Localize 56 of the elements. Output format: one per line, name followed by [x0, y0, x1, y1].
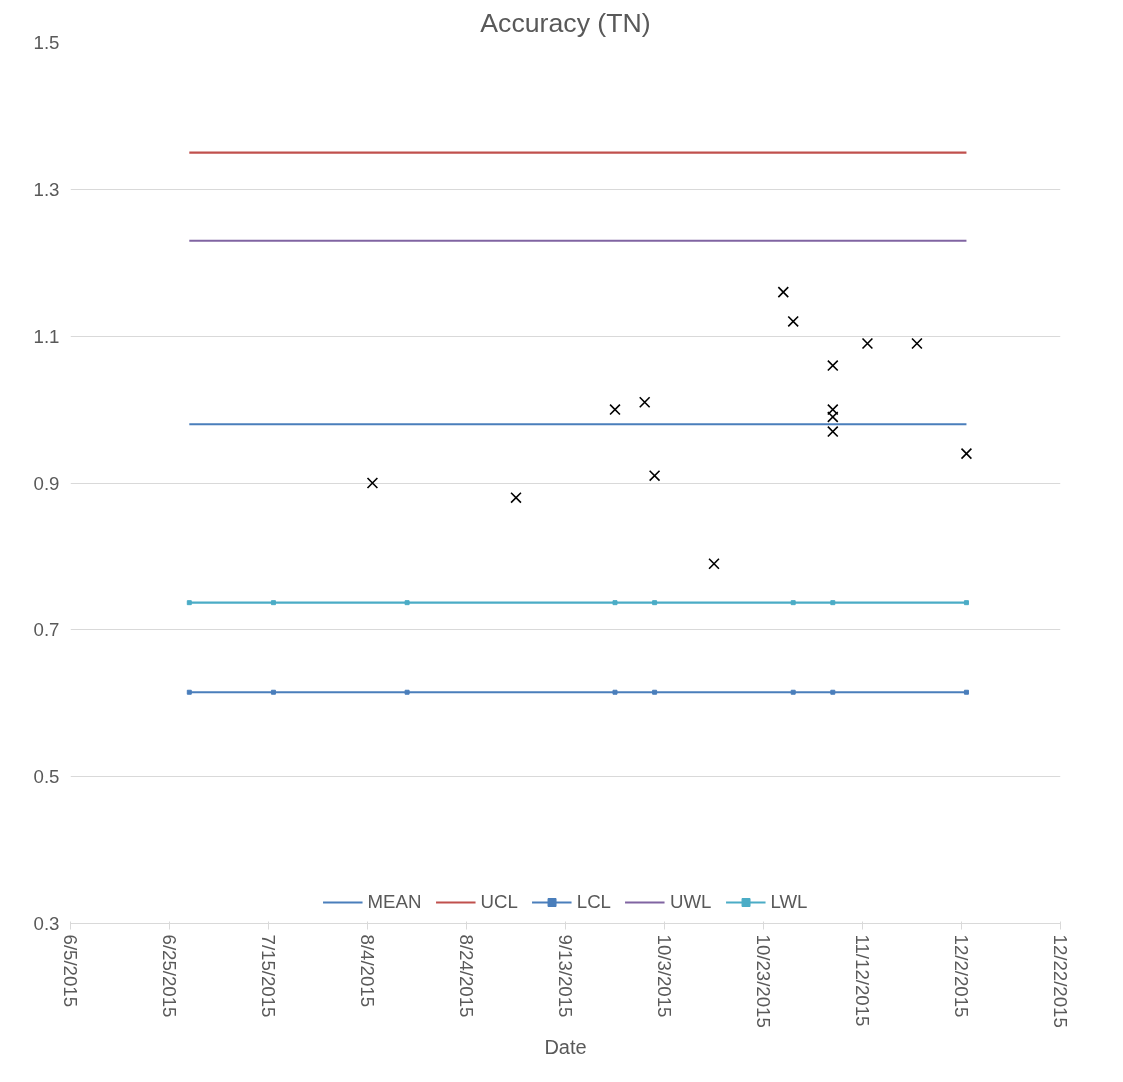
point [609, 403, 621, 416]
point [963, 600, 969, 606]
x-axis-title: Date [544, 1035, 587, 1058]
point [827, 425, 839, 438]
x-tick-label: 12/22/2015 [1050, 934, 1071, 1028]
point [186, 689, 192, 695]
x-tick-label: 6/5/2015 [60, 934, 81, 1008]
point [911, 337, 923, 350]
point [612, 600, 618, 606]
y-tick-label: 0.5 [33, 766, 60, 788]
x-tick-label: 7/15/2015 [258, 934, 279, 1018]
x-tick-label: 11/12/2015 [852, 934, 873, 1027]
point [827, 411, 839, 423]
y-tick-label: 0.9 [33, 472, 60, 494]
point [830, 600, 836, 606]
x-tick-label: 10/3/2015 [654, 934, 675, 1018]
point [404, 600, 410, 606]
x-tick-label: 6/25/2015 [159, 934, 180, 1018]
x-tick-label: 8/24/2015 [456, 934, 477, 1018]
y-tick-label: 1.3 [33, 178, 60, 200]
legend-label: UCL [480, 891, 518, 913]
x-tick-label: 8/4/2015 [357, 934, 378, 1008]
legend-label: LWL [770, 891, 808, 913]
chart-title: Accuracy (TN) [480, 7, 651, 38]
x-tick-label: 12/2/2015 [951, 934, 972, 1018]
point [186, 600, 192, 606]
point [652, 600, 658, 606]
point [510, 491, 522, 504]
point [827, 359, 839, 372]
point [404, 689, 410, 695]
y-tick-label: 1.1 [33, 325, 60, 347]
point [638, 396, 651, 408]
x-tick-label: 9/13/2015 [555, 934, 576, 1018]
x-tick-label: 10/23/2015 [753, 934, 774, 1028]
point [787, 315, 799, 328]
point [963, 689, 969, 695]
point [790, 689, 796, 695]
point [827, 403, 839, 416]
point [612, 689, 618, 695]
point [830, 689, 836, 695]
legend-label: MEAN [367, 891, 422, 913]
point [790, 600, 796, 606]
y-tick-label: 1.5 [33, 32, 60, 53]
point [270, 689, 276, 695]
point [270, 600, 276, 606]
point [366, 477, 379, 489]
point [777, 286, 790, 298]
point [861, 337, 874, 350]
point [960, 447, 973, 460]
point [652, 689, 658, 695]
point [708, 558, 720, 570]
legend-label: UWL [670, 891, 712, 913]
legend-label: LCL [576, 891, 612, 913]
y-tick-label: 0.3 [33, 913, 60, 934]
y-tick-label: 0.7 [33, 619, 60, 641]
point [648, 469, 661, 482]
